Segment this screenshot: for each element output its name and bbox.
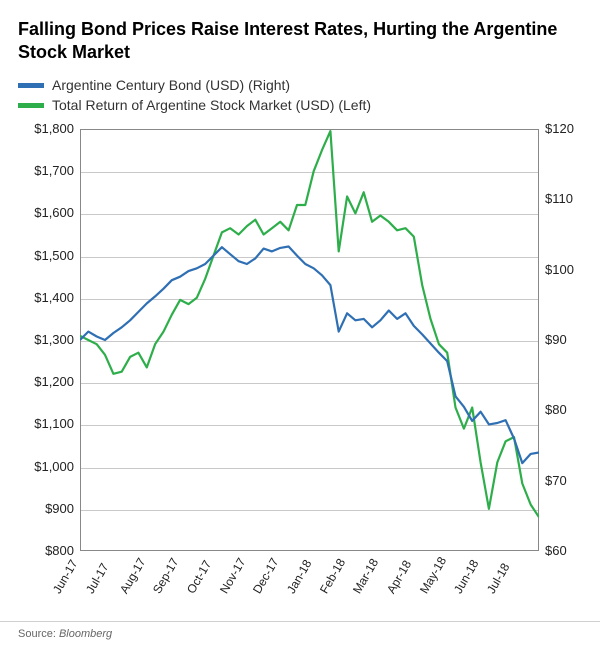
- xtick: Mar-18: [350, 556, 381, 596]
- ytick-right: $70: [545, 473, 567, 488]
- chart-title: Falling Bond Prices Raise Interest Rates…: [18, 18, 582, 63]
- legend-item-stock: Total Return of Argentine Stock Market (…: [18, 97, 582, 113]
- legend-label-bond: Argentine Century Bond (USD) (Right): [52, 77, 290, 93]
- xtick: Sep-17: [150, 555, 181, 596]
- ytick-right: $100: [545, 262, 574, 277]
- xtick: Jun-18: [451, 557, 481, 596]
- source-label: Source:: [18, 628, 59, 640]
- ytick-left: $1,200: [18, 374, 74, 389]
- ytick-left: $1,800: [18, 121, 74, 136]
- legend-label-stock: Total Return of Argentine Stock Market (…: [52, 97, 371, 113]
- xtick: Jul-18: [484, 561, 512, 596]
- series-stock-line: [80, 131, 539, 517]
- ytick-left: $800: [18, 543, 74, 558]
- ytick-left: $1,600: [18, 205, 74, 220]
- legend-swatch-bond: [18, 83, 44, 88]
- xtick: Feb-18: [317, 556, 348, 596]
- ytick-left: $900: [18, 501, 74, 516]
- legend: Argentine Century Bond (USD) (Right) Tot…: [18, 77, 582, 113]
- source-footer: Source: Bloomberg: [0, 621, 600, 646]
- ytick-left: $1,000: [18, 459, 74, 474]
- xtick: Oct-17: [184, 558, 214, 596]
- ytick-left: $1,100: [18, 416, 74, 431]
- ytick-right: $90: [545, 332, 567, 347]
- ytick-left: $1,400: [18, 290, 74, 305]
- ytick-left: $1,300: [18, 332, 74, 347]
- ytick-right: $110: [545, 191, 573, 206]
- xtick: Jul-17: [83, 561, 111, 596]
- legend-item-bond: Argentine Century Bond (USD) (Right): [18, 77, 582, 93]
- ytick-right: $80: [545, 402, 567, 417]
- chart-area: $800 $900 $1,000 $1,100 $1,200 $1,300 $1,400 $1…: [18, 123, 582, 613]
- xtick: Nov-17: [217, 555, 248, 596]
- legend-swatch-stock: [18, 103, 44, 108]
- ytick-right: $60: [545, 543, 567, 558]
- xtick: Dec-17: [250, 555, 281, 596]
- xtick: Jun-17: [50, 557, 80, 596]
- plot-svg: [80, 129, 539, 551]
- xtick: Apr-18: [384, 558, 414, 596]
- series-bond-line: [80, 247, 539, 464]
- ytick-left: $1,700: [18, 163, 74, 178]
- source-value: Bloomberg: [59, 628, 112, 640]
- ytick-right: $120: [545, 121, 574, 136]
- xtick: Aug-17: [117, 555, 148, 596]
- xtick: May-18: [417, 554, 449, 596]
- xtick: Jan-18: [284, 557, 314, 596]
- ytick-left: $1,500: [18, 248, 74, 263]
